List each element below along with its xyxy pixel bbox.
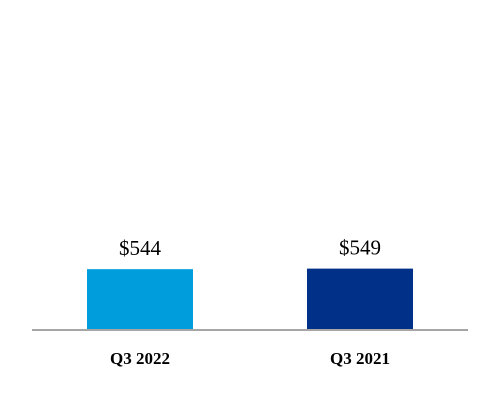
value-label: $544 — [119, 236, 162, 260]
x-tick-label: Q3 2021 — [330, 349, 390, 368]
x-tick-label: Q3 2022 — [110, 349, 170, 368]
bar — [87, 269, 193, 329]
value-label: $549 — [339, 236, 381, 260]
bar — [307, 268, 413, 329]
